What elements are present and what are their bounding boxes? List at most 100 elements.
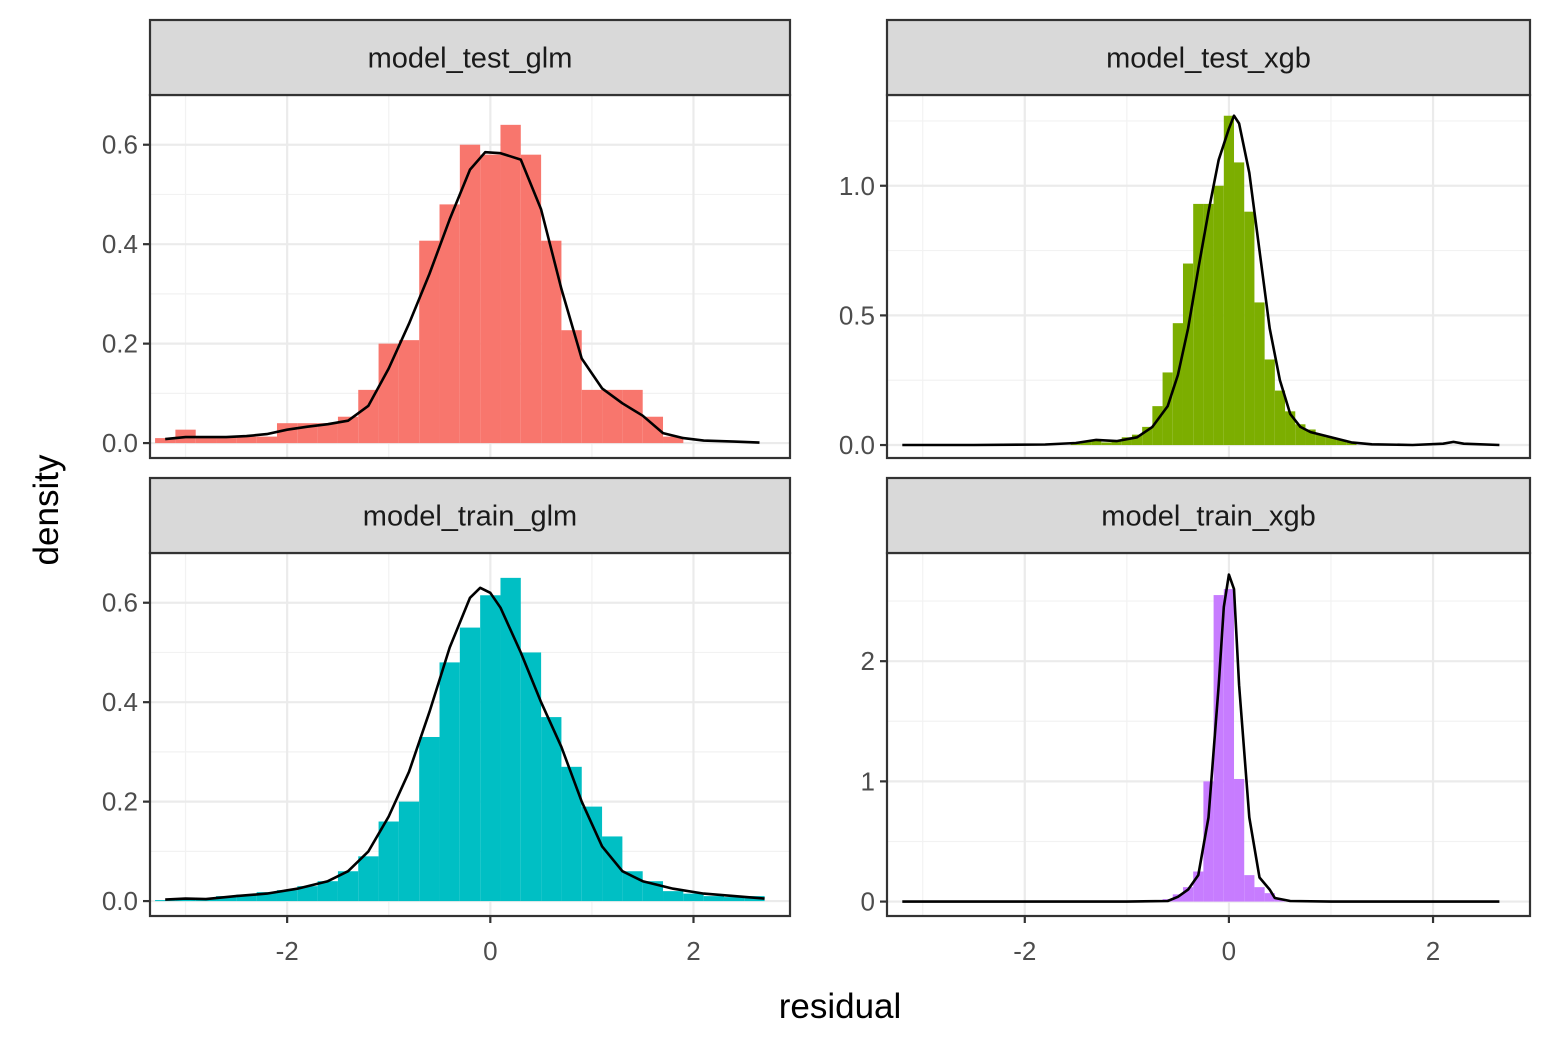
histogram-bar — [398, 340, 420, 444]
histogram-bar — [1223, 589, 1235, 902]
histogram-bar — [622, 389, 643, 444]
histogram-bar — [216, 896, 237, 902]
histogram-bar — [1172, 323, 1183, 446]
histogram-bar — [561, 330, 582, 444]
histogram-bar — [1234, 162, 1245, 446]
histogram-bar — [500, 577, 521, 902]
density-curve — [165, 150, 760, 444]
y-tick-label: 2 — [861, 646, 875, 676]
histogram-bar — [1325, 437, 1337, 446]
histogram-bar — [1315, 434, 1326, 446]
histogram-bar — [703, 896, 724, 902]
x-tick-label: 0 — [483, 936, 497, 966]
facet-strip — [885, 18, 1532, 97]
x-tick-label: 2 — [686, 936, 700, 966]
histogram-bar — [216, 436, 237, 444]
facet-panel-model_train_glm: model_train_glm 0.0 0.2 0.4 0.6 -2 0 2 — [102, 476, 792, 966]
histogram-bar — [1336, 439, 1347, 446]
histogram-bar — [1254, 887, 1265, 902]
y-tick-label: 0.0 — [102, 886, 138, 916]
histogram-bar — [581, 389, 603, 444]
x-axis-title: residual — [779, 987, 902, 1026]
histogram-bar — [1182, 263, 1194, 446]
y-tick-label: 0.2 — [102, 787, 138, 817]
histogram-bar — [155, 900, 176, 902]
y-axis-title: density — [27, 454, 66, 565]
facet-panel-model_test_glm: model_test_glm 0.0 0.2 0.4 0.6 — [102, 18, 792, 460]
histogram-bar — [480, 154, 501, 444]
histogram-bar — [256, 436, 277, 444]
facet-strip — [148, 476, 792, 555]
histogram-bar — [480, 595, 501, 902]
histogram-bar — [1346, 442, 1357, 446]
histogram-bar — [520, 652, 542, 902]
histogram-bar — [317, 423, 338, 444]
histogram-bar — [195, 436, 217, 444]
facet-panel-model_train_xgb: model_train_xgb 0 1 2 -2 0 2 — [861, 476, 1532, 966]
histogram-bar — [459, 627, 481, 902]
histogram-bar — [1101, 442, 1112, 446]
histogram-bar — [663, 436, 684, 444]
y-tick-label: 0.6 — [102, 130, 138, 160]
histogram-bar — [1091, 439, 1102, 446]
histogram-bar — [541, 240, 562, 444]
x-tick-label: 0 — [1222, 936, 1236, 966]
facet-strip-label: model_test_glm — [368, 43, 573, 75]
histogram-bar — [561, 766, 582, 902]
density-curve — [902, 114, 1500, 447]
y-tick-label: 0.0 — [839, 430, 875, 460]
y-tick-label: 0.0 — [102, 428, 138, 458]
histogram-bar — [1203, 203, 1214, 446]
histogram-bar — [419, 240, 440, 444]
histogram-bar — [1274, 390, 1286, 446]
histogram-bar — [398, 801, 420, 902]
histogram-bar — [1162, 372, 1173, 446]
histogram-bar — [358, 856, 379, 902]
histogram-bar — [1213, 595, 1224, 902]
histogram-bar — [378, 343, 399, 444]
x-tick-label: -2 — [1013, 936, 1036, 966]
facet-strip-label: model_test_xgb — [1106, 43, 1311, 75]
y-tick-label: 0.6 — [102, 588, 138, 618]
histogram-bar — [276, 890, 298, 902]
histogram-bar — [1213, 185, 1224, 446]
histogram-bar — [602, 389, 623, 444]
histogram-bar — [642, 416, 664, 444]
histogram-bar — [155, 438, 176, 444]
histogram-bar — [723, 897, 745, 902]
histogram-bar — [1264, 359, 1275, 446]
y-tick-label: 0 — [861, 887, 875, 917]
y-tick-label: 0.4 — [102, 687, 138, 717]
histogram-bar — [1305, 429, 1316, 446]
histogram-bar — [1223, 115, 1235, 446]
histogram-bar — [1244, 875, 1255, 902]
facet-panel-model_test_xgb: model_test_xgb 0.0 0.5 1.0 — [839, 18, 1532, 460]
histogram-bar — [236, 894, 257, 902]
facet-strip — [148, 18, 792, 97]
histogram-bar — [1244, 211, 1255, 446]
y-tick-label: 1.0 — [839, 171, 875, 201]
histogram-bar — [1131, 434, 1143, 446]
histogram-bar — [1274, 899, 1286, 902]
histogram-bar — [1182, 887, 1194, 902]
y-tick-label: 0.5 — [839, 300, 875, 330]
histogram-bar — [663, 891, 684, 902]
histogram-bar — [1295, 424, 1306, 446]
facet-strip-label: model_train_xgb — [1101, 501, 1315, 533]
x-tick-label: -2 — [276, 936, 299, 966]
histogram-bar — [683, 893, 704, 902]
facet-strip — [885, 476, 1532, 555]
histogram-bar — [1203, 781, 1214, 902]
histogram-bar — [1111, 441, 1122, 446]
histogram-bar — [439, 662, 460, 902]
y-tick-label: 0.4 — [102, 229, 138, 259]
density-curve — [902, 573, 1500, 903]
y-tick-label: 0.2 — [102, 329, 138, 359]
histogram-bar — [439, 204, 460, 444]
histogram-bar — [1264, 893, 1275, 902]
histogram-bar — [520, 154, 542, 444]
histogram-bar — [1193, 871, 1204, 902]
histogram-bar — [541, 717, 562, 902]
histogram-bar — [1152, 406, 1163, 446]
